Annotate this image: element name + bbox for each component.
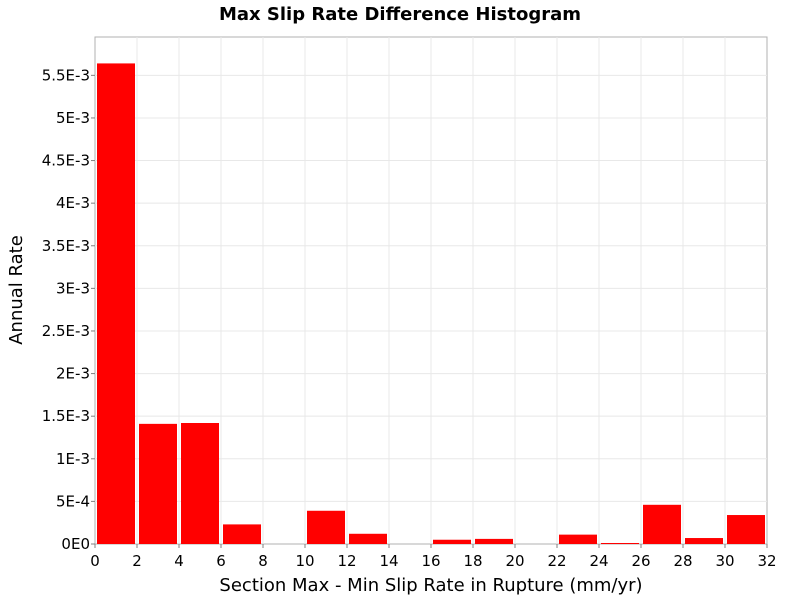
histogram-bar <box>349 533 387 544</box>
x-tick-label: 32 <box>757 552 776 570</box>
y-tick-label: 0E0 <box>61 535 90 553</box>
y-axis-label: Annual Rate <box>6 235 27 345</box>
y-axis-ticks: 0E0 5E-4 1E-3 1.5E-3 2E-3 2.5E-3 3E-3 3.5E-3 4E-… <box>42 66 95 553</box>
chart-title: Max Slip Rate Difference Histogram <box>219 4 581 25</box>
x-tick-label: 14 <box>379 552 398 570</box>
histogram-bar <box>559 534 597 544</box>
y-tick-label: 5.5E-3 <box>42 66 90 84</box>
x-tick-label: 0 <box>90 552 100 570</box>
y-tick-label: 5E-4 <box>56 492 90 510</box>
y-tick-label: 1E-3 <box>56 450 90 468</box>
x-tick-label: 16 <box>421 552 440 570</box>
y-tick-label: 5E-3 <box>56 109 90 127</box>
x-tick-label: 22 <box>547 552 566 570</box>
y-tick-label: 2E-3 <box>56 365 90 383</box>
bars <box>97 63 765 544</box>
y-tick-label: 2.5E-3 <box>42 322 90 340</box>
x-tick-label: 4 <box>174 552 184 570</box>
x-tick-label: 24 <box>589 552 608 570</box>
x-tick-label: 26 <box>631 552 650 570</box>
histogram-bar <box>181 423 219 544</box>
histogram-bar <box>727 515 765 544</box>
x-tick-label: 2 <box>132 552 142 570</box>
histogram-bar <box>601 543 639 544</box>
histogram-bar <box>139 423 177 544</box>
x-axis-label: Section Max - Min Slip Rate in Rupture (… <box>219 575 642 596</box>
histogram-bar <box>643 504 681 544</box>
y-tick-label: 3E-3 <box>56 279 90 297</box>
histogram-bar <box>475 538 513 544</box>
x-axis-ticks: 0 2 4 6 8 10 12 14 16 18 20 22 24 26 28 30 32 <box>90 544 777 570</box>
histogram-bar <box>223 524 261 544</box>
x-tick-label: 28 <box>673 552 692 570</box>
histogram-bar <box>307 510 345 544</box>
grid-lines <box>95 37 767 544</box>
x-tick-label: 6 <box>216 552 226 570</box>
x-tick-label: 12 <box>337 552 356 570</box>
x-tick-label: 30 <box>715 552 734 570</box>
y-tick-label: 4E-3 <box>56 194 90 212</box>
x-tick-label: 20 <box>505 552 524 570</box>
histogram-bar <box>433 539 471 544</box>
histogram-bar <box>97 63 135 544</box>
x-tick-label: 18 <box>463 552 482 570</box>
x-tick-label: 8 <box>258 552 268 570</box>
y-tick-label: 3.5E-3 <box>42 237 90 255</box>
y-tick-label: 4.5E-3 <box>42 152 90 170</box>
y-tick-label: 1.5E-3 <box>42 407 90 425</box>
x-tick-label: 10 <box>295 552 314 570</box>
histogram-bar <box>685 538 723 544</box>
